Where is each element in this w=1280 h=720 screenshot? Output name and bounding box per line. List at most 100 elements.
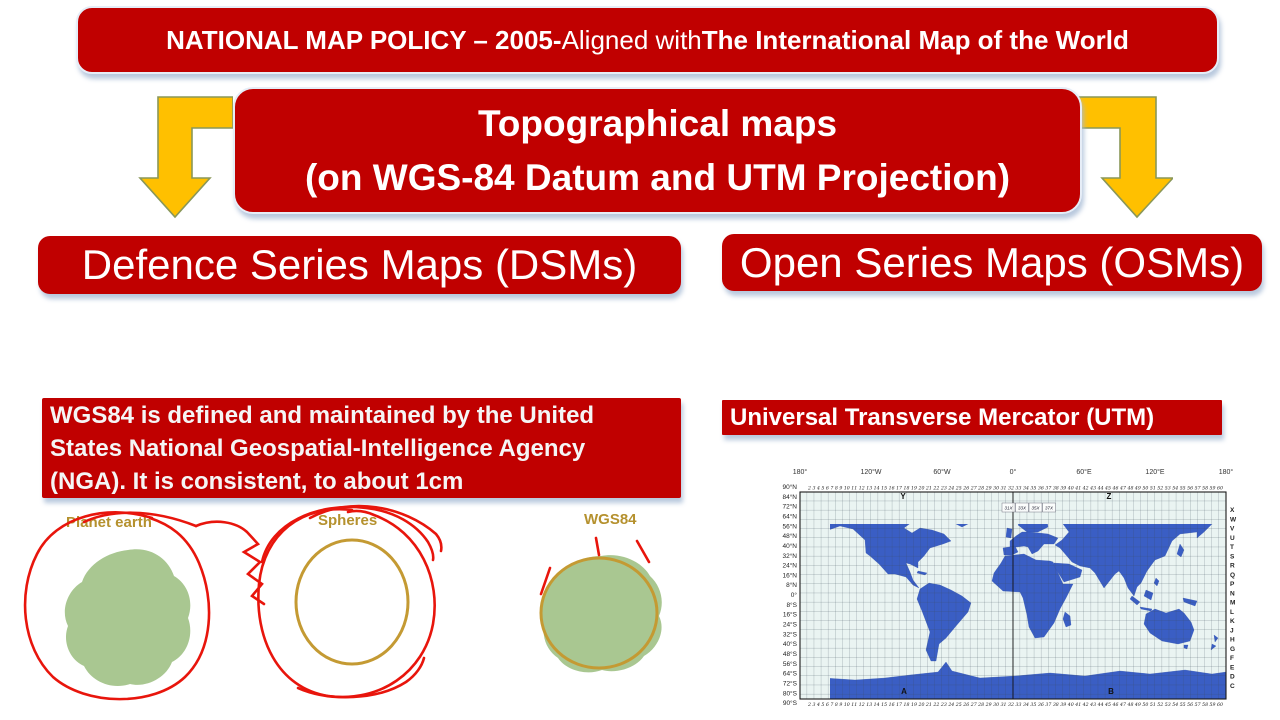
red-circle-around-sphere: [257, 507, 436, 699]
longitude-labels: 180° 120°W 60°W 0° 60°E 120°E 180°: [793, 468, 1234, 476]
lat-label: 48°S: [783, 650, 798, 658]
svalbard-zone-cells: [1001, 502, 1056, 513]
left-bent-arrow: [138, 96, 233, 219]
lat-label: 32°N: [782, 552, 797, 560]
polar-label-z: Z: [1107, 492, 1112, 501]
red-top-arc1: [260, 505, 435, 564]
utm-label: Universal Transverse Mercator (UTM): [730, 404, 1155, 431]
red-overshoot-stroke: [82, 511, 198, 528]
red-circle-around-planet: [23, 511, 211, 701]
banner-text-bold: NATIONAL MAP POLICY – 2005-: [166, 24, 562, 55]
polar-label-a: A: [901, 687, 907, 696]
lat-label: 56°N: [782, 523, 797, 531]
topographical-maps-banner: Topographical maps (on WGS-84 Datum and …: [233, 87, 1082, 214]
utm-zone-world-map: 180° 120°W 60°W 0° 60°E 120°E 180° 2 3 4…: [782, 468, 1237, 708]
sphere-ellipse: [294, 538, 410, 666]
band-letter: N: [1230, 591, 1235, 598]
red-tick-right: [635, 539, 651, 564]
open-series-maps-banner: Open Series Maps (OSMs): [722, 234, 1262, 291]
lat-label: 80°S: [783, 690, 798, 698]
band-letter: H: [1230, 637, 1235, 644]
osm-label: Open Series Maps (OSMs): [739, 238, 1245, 286]
lat-label: 90°N: [782, 483, 797, 491]
lon-label: 60°E: [1076, 468, 1092, 476]
map-frame: [799, 491, 1227, 700]
topo-line1: Topographical maps: [477, 102, 838, 144]
red-top-arc2: [308, 504, 443, 553]
band-letter: T: [1230, 544, 1234, 551]
national-map-policy-banner: NATIONAL MAP POLICY – 2005- Aligned with …: [76, 6, 1219, 74]
wgs-note-line3: (NGA). It is consistent, to about 1cm: [50, 468, 464, 495]
zone-cell: [1001, 502, 1016, 513]
lat-label: 48°N: [782, 532, 797, 540]
red-bottom-loop: [296, 656, 426, 699]
zone-numbers-bottom: 2 3 4 5 6 7 8 9 10 11 12 13 14 15 16 17 …: [807, 702, 1223, 708]
band-letter: J: [1230, 628, 1234, 635]
special-zone: 35X: [1031, 506, 1040, 511]
lat-label: 24°N: [782, 562, 797, 570]
red-tick-left: [539, 566, 552, 596]
topo-line2: (on WGS-84 Datum and UTM Projection): [304, 156, 1011, 198]
lat-label: 0°: [791, 591, 798, 599]
wgs-note-line2: States National Geospatial-Intelligence …: [50, 435, 586, 462]
band-letter: Q: [1230, 572, 1235, 579]
lat-label: 32°S: [783, 631, 798, 639]
polar-zone-labels: Y Z A B: [900, 492, 1114, 696]
wgs-note-line1: WGS84 is defined and maintained by the U…: [50, 402, 595, 429]
band-letter: M: [1230, 600, 1235, 607]
lat-label: 64°S: [783, 670, 798, 678]
red-tick-middle: [594, 536, 601, 557]
zone-cell: [1042, 502, 1056, 513]
dsm-label: Defence Series Maps (DSMs): [81, 241, 638, 288]
lat-label: 8°S: [786, 601, 797, 609]
band-letter: C: [1230, 683, 1235, 690]
zone-numbers-top: 2 3 4 5 6 7 8 9 10 11 12 13 14 15 16 17 …: [807, 486, 1223, 492]
lon-label: 120°E: [1145, 468, 1164, 476]
zone-cell: [1015, 502, 1029, 513]
special-zone-labels: 31X 33X 35X 37X: [1004, 506, 1054, 511]
band-letter: W: [1230, 517, 1237, 524]
down-arrow-icon: [138, 96, 233, 219]
planet-earth-label: Planet earth: [66, 514, 152, 531]
wgs84-ellipsoid: [539, 556, 659, 670]
lon-label: 60°W: [933, 468, 951, 476]
special-zone: 37X: [1045, 506, 1054, 511]
polar-label-b: B: [1108, 687, 1114, 696]
wgs84-note-box: WGS84 is defined and maintained by the U…: [42, 398, 681, 498]
lat-label: 16°S: [783, 611, 798, 619]
lon-label: 180°: [1219, 468, 1234, 476]
geoid-figures-canvas: Planet earth Spheres WGS84: [23, 504, 662, 701]
lat-label: 90°S: [783, 699, 798, 707]
lat-label: 24°S: [783, 621, 798, 629]
band-letter: U: [1230, 535, 1235, 542]
lon-label: 180°: [793, 468, 808, 476]
lon-label: 120°W: [860, 468, 881, 476]
latitude-labels: 90°N 84°N 72°N 64°N 56°N 48°N 40°N 32°N …: [782, 483, 797, 707]
zone-cell: [1028, 502, 1043, 513]
down-arrow-icon: [1078, 96, 1173, 219]
map-text-layer: 180° 120°W 60°W 0° 60°E 120°E 180° 2 3 4…: [782, 468, 1237, 708]
special-zone: 31X: [1004, 506, 1013, 511]
lat-label: 72°S: [783, 680, 798, 688]
band-letter: E: [1230, 665, 1235, 672]
polar-label-y: Y: [900, 492, 906, 501]
lat-label: 64°N: [782, 513, 797, 521]
band-letter-labels: X W V U T S R Q P N M L K J H G F E D C: [1230, 507, 1237, 690]
wgs84-label: WGS84: [584, 511, 637, 528]
band-letter: P: [1230, 581, 1235, 588]
planet-earth-blob: [64, 549, 191, 686]
band-letter: G: [1230, 646, 1235, 653]
band-letter: F: [1230, 655, 1234, 662]
spheres-label: Spheres: [318, 512, 377, 529]
lat-label: 40°S: [783, 640, 798, 648]
right-bent-arrow: [1078, 96, 1173, 219]
band-letter: V: [1230, 526, 1235, 533]
lat-label: 8°N: [786, 581, 797, 589]
lat-label: 84°N: [782, 493, 797, 501]
band-letter: X: [1230, 507, 1235, 514]
special-zone: 33X: [1018, 506, 1027, 511]
red-connector-squiggle: [194, 520, 266, 606]
defence-series-maps-banner: Defence Series Maps (DSMs): [38, 236, 681, 294]
lon-label: 0°: [1010, 468, 1017, 476]
